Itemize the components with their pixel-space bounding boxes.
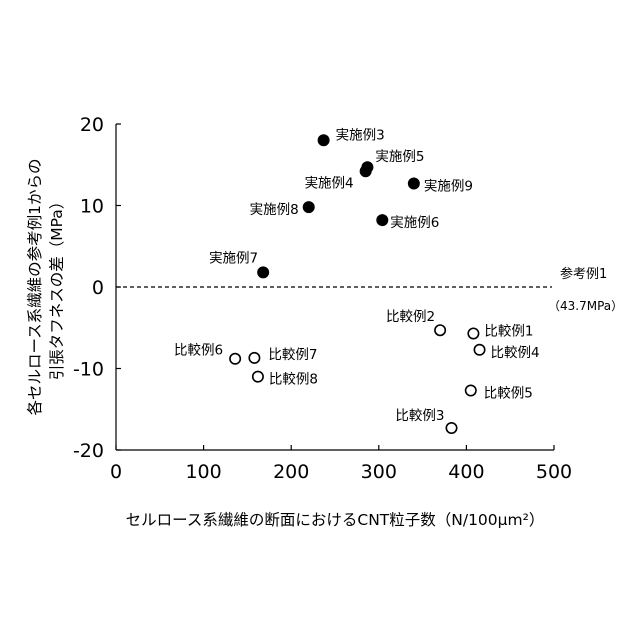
- x-axis-label: セルロース系繊維の断面におけるCNT粒子数（N/100μm²）: [126, 511, 545, 529]
- point-label: 比較例6: [174, 343, 223, 359]
- x-tick-label: 0: [110, 461, 122, 483]
- point-label: 比較例5: [484, 386, 533, 402]
- reference-layer: 参考例1 （43.7MPa）: [116, 266, 623, 313]
- y-axis-label-line2: 引張タフネスの差（MPa）: [48, 194, 66, 381]
- point-labels-layer: 実施例3 実施例5 実施例4 実施例9 実施例8 実施例6 実施例7 比較例2 比較例1 比較例4…: [174, 127, 540, 424]
- x-tick-label: 500: [536, 461, 572, 483]
- y-tick-label: 0: [92, 277, 104, 299]
- point-label: 比較例8: [269, 372, 318, 388]
- data-point-open: [230, 354, 240, 364]
- point-label: 比較例1: [484, 323, 533, 339]
- point-label: 実施例8: [250, 202, 299, 218]
- reference-sublabel: （43.7MPa）: [548, 299, 623, 313]
- ticks-layer: 010020030040050020100-10-20: [73, 114, 572, 483]
- x-tick-label: 200: [273, 461, 309, 483]
- data-point-open: [249, 353, 259, 363]
- data-point-open: [468, 328, 478, 338]
- x-tick-label: 300: [361, 461, 397, 483]
- y-tick-label: -20: [73, 440, 104, 462]
- y-axis-label-line1: 各セルロース系繊維の参考例1からの: [26, 158, 44, 415]
- y-tick-label: -10: [73, 359, 104, 381]
- point-label: 比較例7: [268, 347, 317, 363]
- point-label: 実施例4: [305, 175, 354, 191]
- data-point-filled: [377, 215, 387, 225]
- data-point-filled: [409, 178, 419, 188]
- point-label: 比較例2: [386, 309, 435, 325]
- point-label: 実施例7: [209, 250, 258, 266]
- y-tick-label: 10: [80, 196, 104, 218]
- data-point-filled: [318, 135, 328, 145]
- x-tick-label: 400: [448, 461, 484, 483]
- point-label: 実施例9: [424, 178, 473, 194]
- y-tick-label: 20: [80, 114, 104, 136]
- reference-label: 参考例1: [560, 266, 607, 282]
- data-point-open: [435, 325, 445, 335]
- point-label: 実施例6: [390, 215, 439, 231]
- data-point-filled: [304, 202, 314, 212]
- point-label: 実施例5: [375, 149, 424, 165]
- point-label: 実施例3: [336, 127, 385, 143]
- point-label: 比較例4: [491, 345, 540, 361]
- point-label: 比較例3: [395, 408, 444, 424]
- data-point-open: [474, 345, 484, 355]
- x-tick-label: 100: [185, 461, 221, 483]
- data-point-open: [446, 423, 456, 433]
- data-point-open: [253, 371, 263, 381]
- data-point-open: [466, 385, 476, 395]
- data-point-filled: [360, 166, 370, 176]
- data-point-filled: [258, 267, 268, 277]
